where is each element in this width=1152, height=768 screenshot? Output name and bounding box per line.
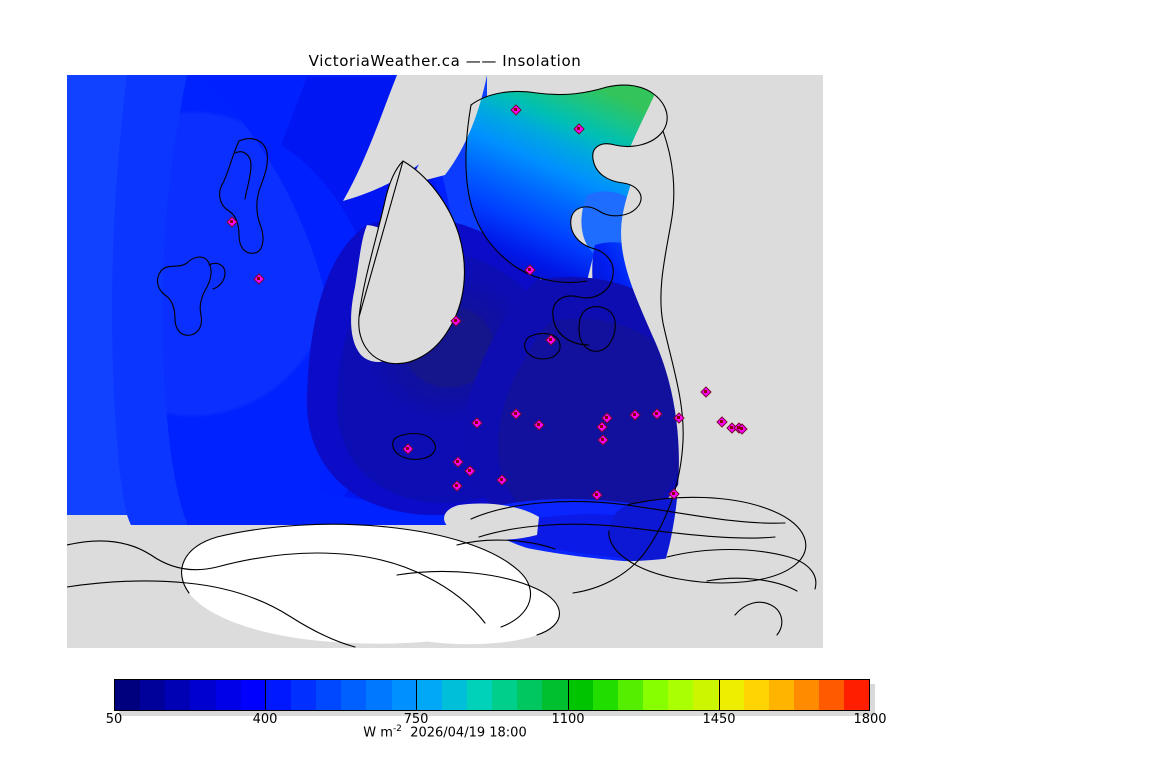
- colorbar-band-25: [743, 680, 769, 710]
- map-svg: [67, 75, 823, 648]
- colorbar-band-16: [517, 680, 543, 710]
- map-plot-area: [67, 75, 823, 648]
- colorbar-band-19: [592, 680, 618, 710]
- colorbar-band-29: [844, 680, 870, 710]
- colorbar-band-11: [391, 680, 417, 710]
- colorbar-band-21: [642, 680, 669, 710]
- units-label: W m: [363, 725, 393, 741]
- colorbar-band-15: [492, 680, 518, 710]
- colorbar-band-7: [290, 680, 317, 710]
- colorbar-band-2: [165, 680, 191, 710]
- colorbar-band-27: [793, 680, 819, 710]
- colorbar-band-0: [115, 680, 141, 710]
- colorbar-band-20: [617, 680, 643, 710]
- colorbar-label-750: 750: [403, 712, 429, 727]
- colorbar-tick-labels: 50 400 750 1100 1450 1800: [106, 712, 887, 730]
- colorbar-band-8: [316, 680, 342, 710]
- chart-title: VictoriaWeather.ca —— Insolation: [308, 52, 582, 70]
- colorbar-band-28: [818, 680, 845, 710]
- colorbar-band-26: [768, 680, 794, 710]
- colorbar-band-14: [466, 680, 493, 710]
- colorbar-band-5: [240, 680, 266, 710]
- colorbar-band-3: [190, 680, 216, 710]
- colorbar-band-10: [366, 680, 392, 710]
- colorbar-label-50: 50: [105, 712, 123, 727]
- colorbar-gradient: [114, 679, 870, 711]
- colorbar-band-1: [140, 680, 166, 710]
- timestamp-label: 2026/04/19 18:00: [410, 725, 527, 741]
- colorbar-band-22: [668, 680, 694, 710]
- colorbar-label-1450: 1450: [702, 712, 736, 727]
- units-and-timestamp: W m-2 2026/04/19 18:00: [0, 724, 890, 740]
- colorbar: 50 400 750 1100 1450 1800: [106, 679, 887, 727]
- colorbar-band-13: [441, 680, 467, 710]
- colorbar-band-4: [215, 680, 241, 710]
- colorbar-label-400: 400: [252, 712, 278, 727]
- colorbar-band-12: [416, 680, 442, 710]
- colorbar-band-18: [567, 680, 593, 710]
- colorbar-label-1100: 1100: [551, 712, 585, 727]
- colorbar-band-6: [265, 680, 291, 710]
- colorbar-band-17: [542, 680, 568, 710]
- station-markers: [226, 104, 748, 501]
- colorbar-label-1800: 1800: [853, 712, 887, 727]
- colorbar-band-24: [718, 680, 744, 710]
- units-exponent: -2: [392, 724, 402, 734]
- colorbar-band-23: [693, 680, 719, 710]
- colorbar-band-9: [341, 680, 367, 710]
